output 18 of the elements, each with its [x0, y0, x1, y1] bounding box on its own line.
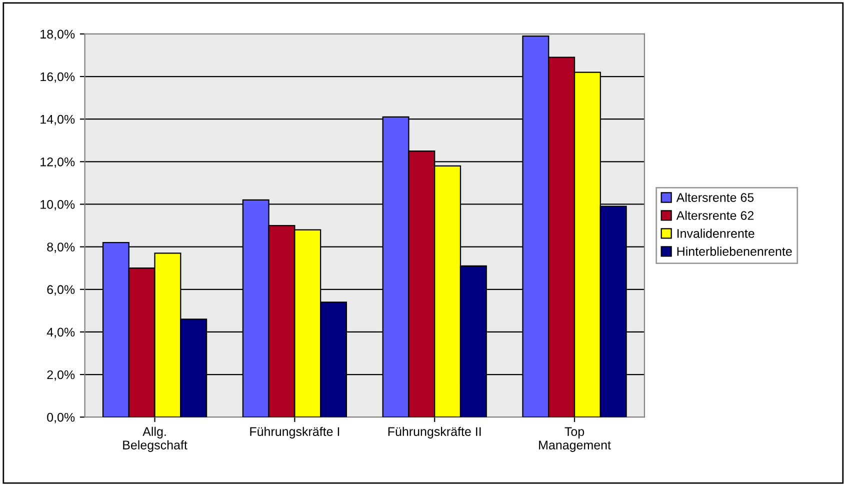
x-tick-label: Führungskräfte I [250, 426, 340, 438]
x-tick-label: Allg. Belegschaft [123, 426, 188, 452]
x-tick-label: Top Management [539, 427, 611, 452]
y-tick-label: 16,0% [40, 72, 75, 83]
legend-label: Invalidenrente [677, 228, 754, 238]
y-tick-label: 14,0% [40, 114, 75, 126]
x-tick-label: Führungskräfte II [388, 426, 481, 438]
legend-label: Altersrente 65 [676, 192, 754, 202]
y-tick-label: 10,0% [40, 200, 75, 210]
y-tick-label: 2,0% [47, 370, 75, 381]
y-tick-label: 0,0% [47, 412, 75, 424]
y-tick-label: 4,0% [46, 328, 75, 338]
y-tick-label: 6,0% [47, 285, 75, 296]
y-tick-label: 12,0% [40, 157, 75, 168]
legend-label: Altersrente 62 [676, 210, 754, 220]
y-tick-label: 8,0% [47, 242, 75, 253]
y-tick-label: 18,0% [40, 30, 75, 40]
legend-label: Hinterbliebenenrente [677, 246, 792, 256]
